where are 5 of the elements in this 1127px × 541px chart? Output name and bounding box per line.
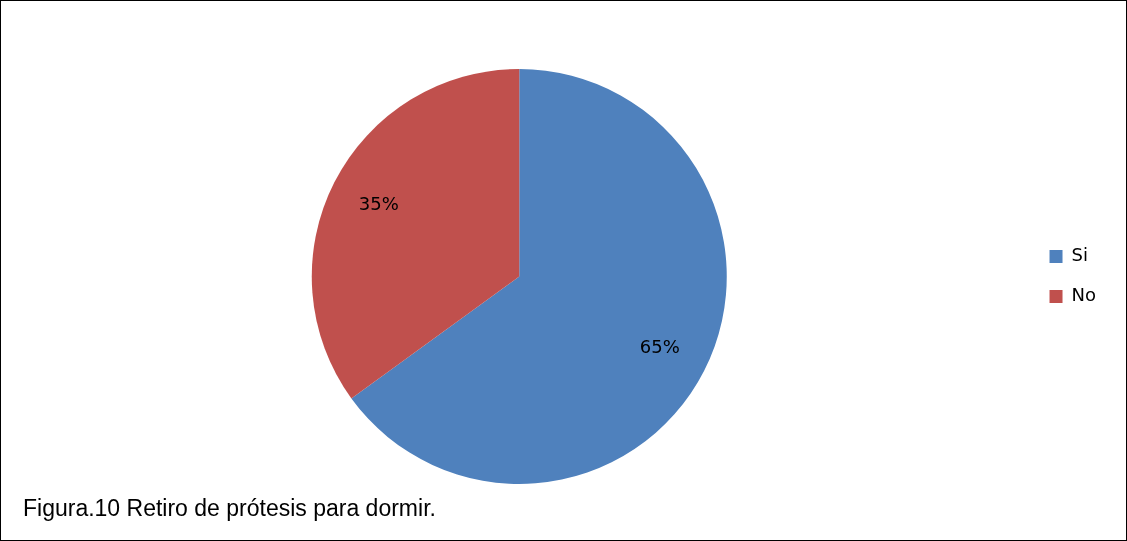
text: Figura.10 Retiro de prótesis para dormir.: [23, 495, 436, 522]
legend-label: No: [1071, 284, 1097, 306]
data-label: 35%: [358, 192, 399, 214]
legend-label: Si: [1071, 244, 1088, 266]
data-label: 65%: [639, 335, 680, 357]
